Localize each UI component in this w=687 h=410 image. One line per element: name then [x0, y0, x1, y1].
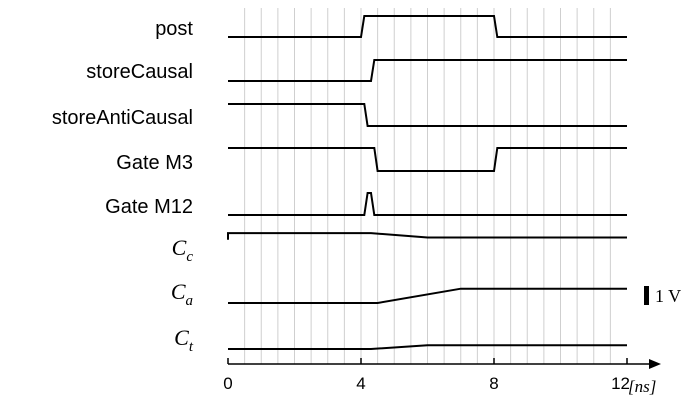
scale-bar-label: 1 V	[655, 286, 681, 306]
scale-bar-mark	[644, 286, 649, 305]
signal-trace	[227, 232, 627, 240]
signal-labels: post storeCausal storeAntiCausal Gate M3 Gat…	[52, 18, 194, 355]
x-tick-label: 12	[611, 374, 630, 393]
signal-label: Ct	[174, 325, 194, 355]
signal-label: post	[155, 18, 193, 40]
signal-traces	[227, 15, 627, 350]
x-axis: 0 4 8 12[ns]	[223, 358, 661, 396]
scale-bar: 1 V	[644, 286, 681, 306]
x-axis-label: [ns]	[628, 377, 656, 396]
signal-trace	[228, 59, 627, 82]
x-tick-label: 8	[489, 374, 498, 393]
x-tick-label: 0	[223, 374, 232, 393]
signal-trace	[228, 103, 627, 127]
signal-trace	[228, 344, 627, 350]
signal-trace	[228, 15, 627, 38]
x-axis-arrowhead	[649, 359, 661, 369]
signal-label: Gate M12	[105, 196, 193, 218]
signal-label: Ca	[171, 279, 193, 309]
signal-trace	[228, 192, 627, 216]
grid-layer	[244, 8, 611, 364]
signal-label: Gate M3	[116, 152, 193, 174]
signal-label: storeAntiCausal	[52, 107, 193, 129]
signal-trace	[228, 287, 627, 304]
signal-label: Cc	[172, 235, 194, 265]
signal-trace	[228, 147, 627, 172]
signal-label: storeCausal	[86, 61, 193, 83]
x-tick-label: 4	[356, 374, 365, 393]
